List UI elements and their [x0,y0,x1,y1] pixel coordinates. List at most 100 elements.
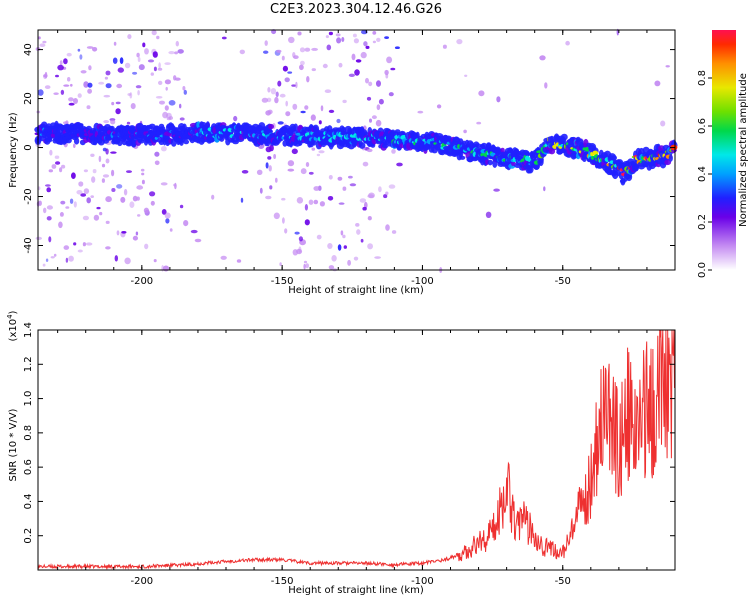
heatmap-cell [500,147,505,153]
heatmap-cell [417,110,424,114]
heatmap-cell [298,246,302,253]
heatmap-cell [63,245,70,250]
heatmap-cell [127,34,132,40]
heatmap-cell [116,184,123,189]
heatmap-cell [60,89,65,95]
heatmap-cell [80,70,87,74]
heatmap-cell [105,196,112,203]
colorbar-tick-label: 0.6 [697,118,708,134]
heatmap-cell [367,243,373,250]
heatmap-cell [376,104,381,111]
heatmap-cell [300,60,305,66]
heatmap-cell [390,67,396,71]
heatmap-cell [319,201,325,207]
heatmap-cell [136,196,140,201]
heatmap-cell [161,209,167,215]
heatmap-cell [328,265,335,270]
heatmap-cell [318,150,325,154]
heatmap-cell [375,119,382,127]
heatmap-cell [144,48,149,55]
heatmap-cell [284,228,288,234]
heatmap-cell [267,156,272,160]
heatmap-cell [48,236,52,243]
heatmap-cell [117,67,125,73]
heatmap-cell [295,81,298,89]
heatmap-cell [92,47,98,52]
heatmap-cell [158,80,163,85]
heatmap-cell [385,224,390,231]
heatmap-cell [105,246,111,250]
heatmap-cell [105,220,110,224]
heatmap-cell [353,256,359,261]
heatmap-cell [137,57,141,62]
heatmap-cell [268,123,274,130]
heatmap-cell [270,88,277,95]
heatmap-cell [175,40,179,47]
heatmap-cell [304,47,311,52]
heatmap-cell [92,169,97,174]
heatmap-cell [313,186,320,191]
snr-panel: -200 -150 -100 -50 0.2 0.4 0.6 0.8 1.0 1.2 1.4 He… [6,310,676,596]
heatmap-cell [110,119,116,125]
heatmap-cell [668,154,673,162]
heatmap-cell [316,153,321,157]
heatmap-cell [93,214,100,221]
bottom-x-tick-label: -50 [555,576,571,587]
heatmap-cell [349,183,357,187]
heatmap-cell [194,238,202,243]
heatmap-cell [55,74,59,78]
heatmap-cell [68,255,74,262]
heatmap-cell [297,31,302,36]
heatmap-cell [496,96,501,103]
colorbar-tick-label: 0.0 [697,262,708,278]
heatmap-cell [132,71,138,75]
top-y-tick-label: 40 [23,43,34,56]
heatmap-cell [160,182,168,186]
colorbar: 0.0 0.2 0.4 0.6 0.8 Normalized spectral ampl… [697,30,749,278]
heatmap-cell [45,138,53,143]
heatmap-cell [352,33,357,38]
heatmap-cell [277,121,284,125]
heatmap-cell [63,58,68,65]
heatmap-cell [341,37,345,42]
heatmap-cell [376,80,381,87]
heatmap-cell [493,188,500,192]
heatmap-cell [299,64,304,71]
top-y-tick-label: -40 [23,237,34,253]
heatmap-cell [269,185,273,190]
heatmap-cell [156,35,160,40]
heatmap-cell [354,69,360,76]
heatmap-cell [336,37,342,44]
heatmap-cell [149,191,156,197]
heatmap-cell [140,168,145,172]
top-y-tick-label: 0 [23,144,34,150]
heatmap-cell [115,101,121,105]
heatmap-cell [303,260,308,264]
heatmap-cell [68,102,75,106]
heatmap-cell [174,182,177,190]
heatmap-cell [343,245,347,249]
colorbar-tick-label: 0.4 [697,166,708,182]
heatmap-cell [256,169,263,175]
heatmap-cell [371,115,377,120]
heatmap-cell [442,44,447,49]
heatmap-cell [110,151,117,154]
heatmap-cell [137,90,140,96]
heatmap-cell [53,92,59,95]
top-x-tick-label: -100 [411,276,434,287]
heatmap-cell [384,36,389,39]
heatmap-cell [308,199,314,205]
heatmap-cell [304,105,309,110]
heatmap-cell [327,243,333,249]
heatmap-cell [99,211,103,216]
heatmap-cell [385,191,389,196]
spectrogram-frame [37,29,676,271]
heatmap-cell [331,254,337,262]
heatmap-cell [65,206,70,209]
top-y-axis-label: Frequency (Hz) [8,112,19,188]
heatmap-cell [196,121,201,129]
heatmap-cell [654,80,661,87]
heatmap-cell [87,82,93,88]
heatmap-cell [281,55,285,61]
